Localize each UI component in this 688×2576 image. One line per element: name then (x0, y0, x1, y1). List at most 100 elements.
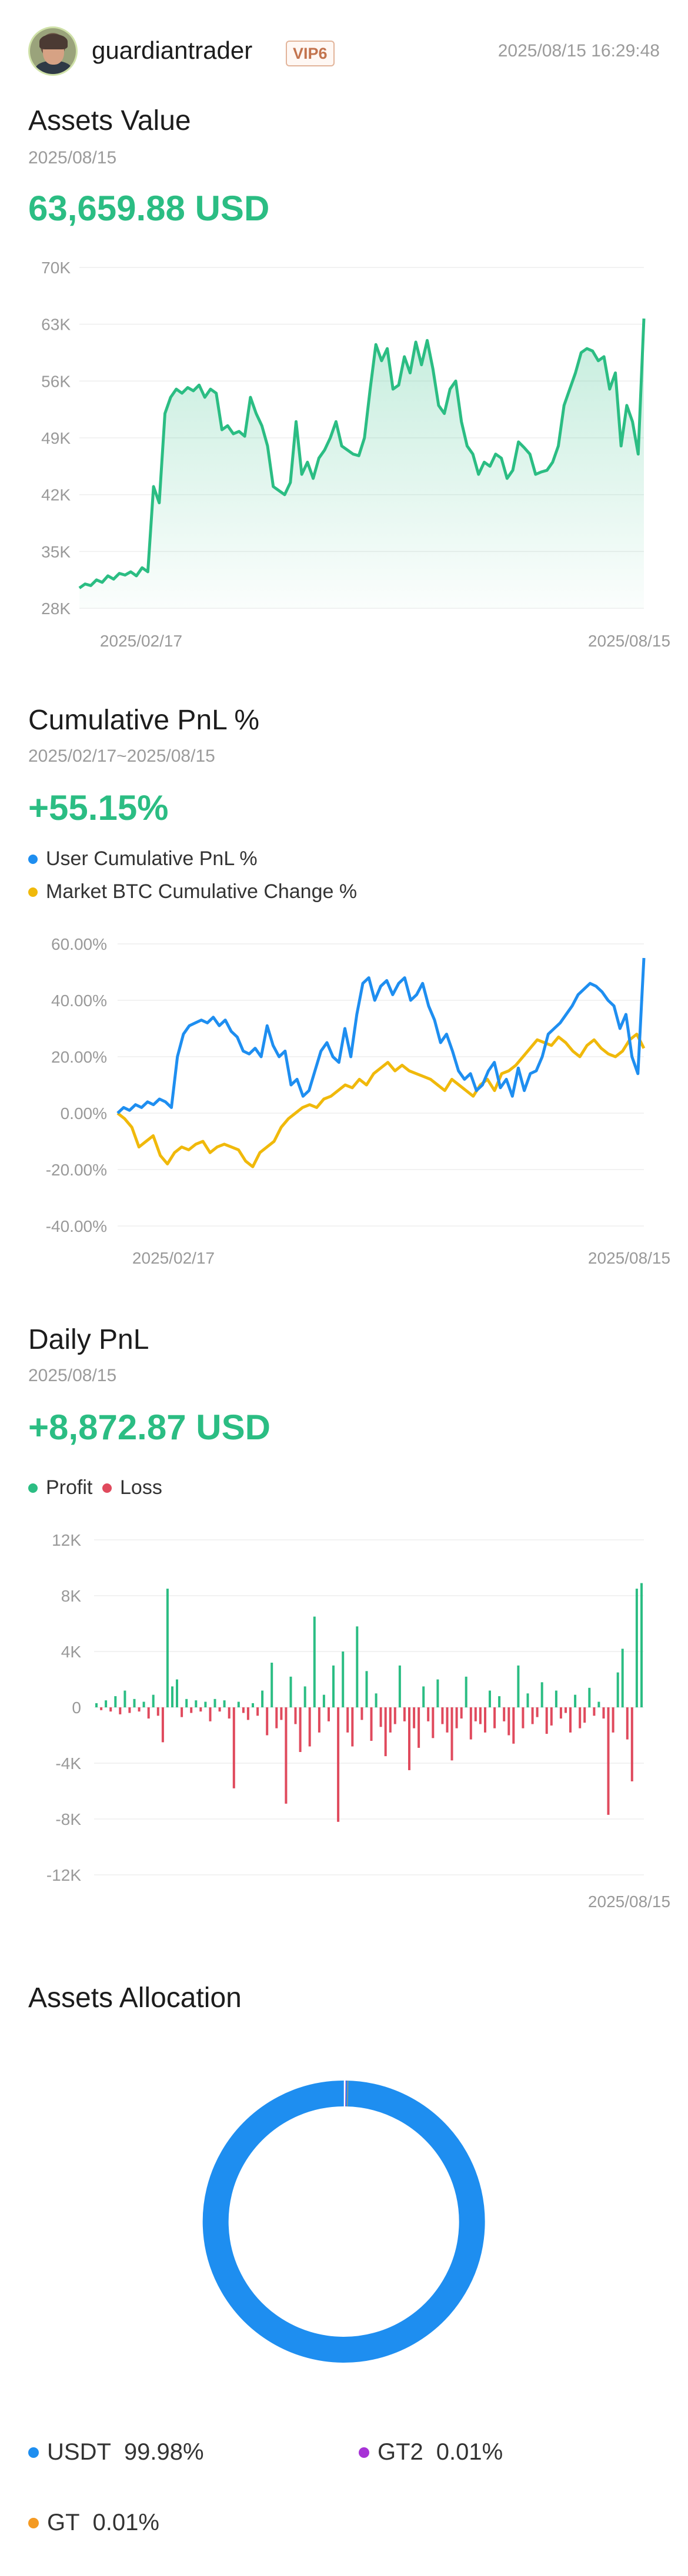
pnl-bar (597, 1701, 600, 1707)
pnl-bar (379, 1707, 382, 1727)
pnl-bar (356, 1626, 359, 1708)
daily-pnl-date: 2025/08/15 (28, 1366, 117, 1385)
pnl-bar (275, 1707, 278, 1729)
username[interactable]: guardiantrader (92, 36, 253, 64)
pnl-bar (246, 1707, 249, 1720)
allocation-item-usdt[interactable]: USDT 99.98% (28, 2439, 204, 2466)
pnl-bar (612, 1707, 614, 1733)
allocation-donut-chart (202, 2081, 485, 2363)
donut-slice-usdt (202, 2081, 485, 2363)
assets-value-title: Assets Value (28, 105, 191, 136)
y-tick-label: 0 (72, 1699, 81, 1717)
pnl-bar (450, 1707, 453, 1761)
allocation-pct: 99.98% (123, 2439, 204, 2465)
pnl-bar (375, 1693, 378, 1708)
allocation-pct: 0.01% (436, 2439, 503, 2465)
pnl-bar (479, 1707, 482, 1724)
pnl-bar (142, 1701, 145, 1707)
pnl-bar (389, 1707, 392, 1733)
pnl-bar (299, 1707, 302, 1752)
pnl-bar (588, 1687, 591, 1708)
x-tick-label: 2025/08/15 (588, 632, 670, 650)
pnl-bar (432, 1707, 435, 1738)
pnl-bar (455, 1707, 458, 1729)
pnl-bar (370, 1707, 373, 1741)
y-tick-label: -40.00% (46, 1217, 107, 1235)
legend-dot (28, 1483, 38, 1493)
pnl-bar (493, 1707, 496, 1729)
pnl-bar (223, 1700, 226, 1707)
pnl-bar (308, 1707, 311, 1747)
pnl-bar (322, 1694, 325, 1707)
x-tick-label: 2025/02/17 (132, 1249, 215, 1267)
pnl-bar (195, 1700, 198, 1707)
daily-pnl-chart: 12K 8K 4K 0 -4K -8K -12K 2025/08/15 (46, 1531, 670, 1911)
pnl-bar (360, 1707, 363, 1720)
assets-value-line (78, 318, 646, 589)
cumulative-pnl-title: Cumulative PnL % (28, 705, 260, 736)
legend-user-pnl[interactable]: User Cumulative PnL % (28, 847, 258, 870)
pnl-bar (365, 1671, 368, 1707)
pnl-bar (95, 1703, 98, 1707)
legend-btc-change[interactable]: Market BTC Cumulative Change % (28, 880, 357, 903)
y-tick-label: 8K (61, 1587, 82, 1605)
legend-dot (28, 887, 38, 897)
pnl-bar (285, 1707, 288, 1804)
pnl-bar (123, 1690, 126, 1707)
pnl-bar (166, 1589, 169, 1707)
pnl-bar (176, 1679, 178, 1707)
series-line (116, 957, 646, 1114)
timestamp: 2025/08/15 16:29:48 (497, 41, 660, 61)
pnl-bar (133, 1699, 136, 1708)
pnl-bar (185, 1699, 188, 1708)
pnl-bar (128, 1707, 131, 1713)
area-fill (79, 319, 644, 608)
pnl-bar (161, 1707, 164, 1743)
x-tick-label: 2025/08/15 (588, 1892, 670, 1911)
pnl-bar (171, 1686, 173, 1707)
y-tick-label: 42K (41, 486, 71, 504)
assets-value-date: 2025/08/15 (28, 148, 117, 168)
legend-label: Market BTC Cumulative Change % (46, 880, 358, 903)
pnl-bar (156, 1707, 159, 1716)
pnl-bar (242, 1707, 245, 1713)
legend-loss[interactable]: Loss (102, 1476, 162, 1499)
pnl-bar (569, 1707, 572, 1733)
allocation-item-gt[interactable]: GT 0.01% (28, 2510, 159, 2536)
legend-label: Profit (46, 1476, 93, 1499)
pnl-bar (507, 1707, 510, 1736)
y-tick-label: -8K (55, 1810, 81, 1828)
vip-badge: VIP6 (286, 41, 335, 66)
pnl-bar (503, 1707, 506, 1721)
pnl-bar (105, 1700, 108, 1707)
x-tick-label: 2025/08/15 (588, 1249, 670, 1267)
pnl-bar (616, 1672, 619, 1707)
cumulative-pnl-chart: 60.00% 40.00% 20.00% 0.00% -20.00% -40.00% 202… (46, 935, 670, 1267)
pnl-bar (384, 1707, 387, 1757)
pnl-bar (559, 1707, 562, 1719)
pnl-bar (550, 1707, 553, 1726)
pnl-bar (413, 1707, 416, 1729)
y-tick-label: 49K (41, 429, 71, 447)
legend-dot (102, 1483, 112, 1493)
pnl-bar (489, 1690, 491, 1707)
pnl-bar (579, 1707, 582, 1729)
pnl-bar (209, 1707, 212, 1721)
legend-dot (28, 2517, 39, 2528)
allocation-item-gt2[interactable]: GT2 0.01% (359, 2439, 503, 2466)
pnl-bar (232, 1707, 235, 1788)
y-tick-label: -12K (46, 1866, 81, 1884)
legend-profit[interactable]: Profit (28, 1476, 92, 1499)
pnl-bar (337, 1707, 340, 1822)
pnl-bar (512, 1707, 515, 1744)
pnl-bar (555, 1690, 557, 1707)
pnl-bar (583, 1707, 586, 1723)
pnl-bar (228, 1707, 231, 1719)
pnl-bar (294, 1707, 297, 1724)
pnl-bar (138, 1707, 141, 1712)
y-tick-label: 4K (61, 1643, 82, 1661)
pnl-bar (436, 1679, 439, 1707)
pnl-bar (446, 1707, 449, 1733)
avatar[interactable] (28, 26, 78, 76)
pnl-bar (270, 1663, 273, 1707)
